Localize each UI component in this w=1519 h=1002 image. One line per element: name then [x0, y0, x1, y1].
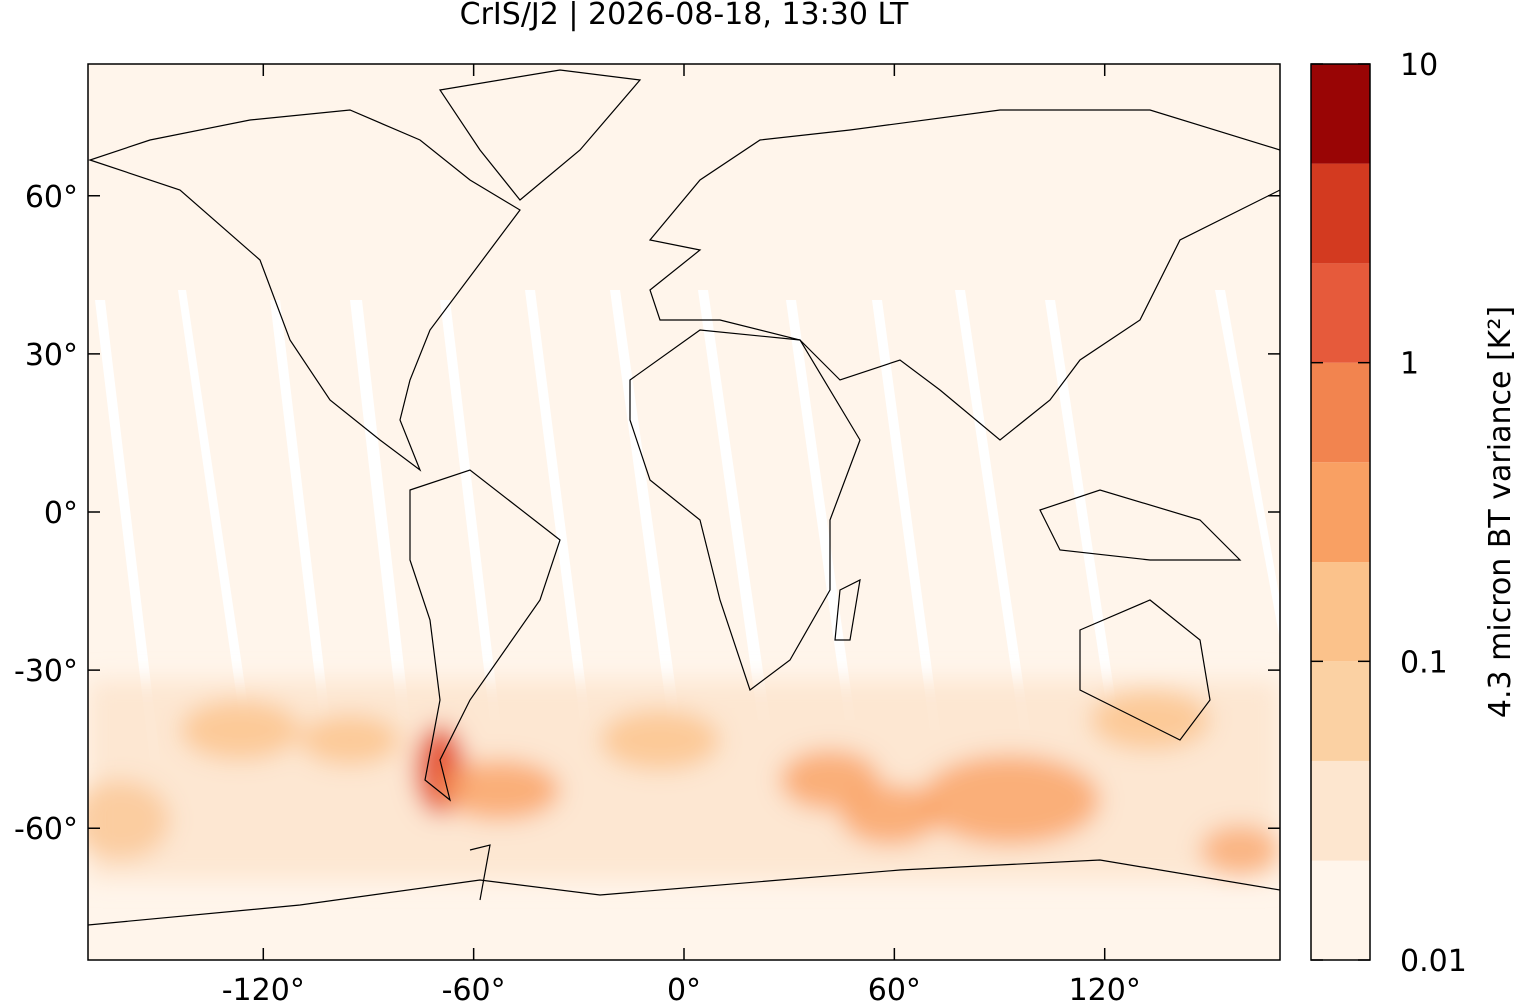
- colorbar-tick-label: 0.01: [1400, 944, 1467, 979]
- x-tick-label: 120°: [1069, 973, 1141, 1002]
- x-tick-label: 60°: [868, 973, 921, 1002]
- colorbar-band: [1311, 263, 1370, 363]
- colorbar-band: [1311, 562, 1370, 662]
- x-tick-label: -60°: [442, 973, 506, 1002]
- y-tick-label: 30°: [25, 338, 78, 373]
- map-field: [88, 64, 1280, 960]
- coastlines: [88, 69, 1280, 926]
- colorbar-band: [1311, 462, 1370, 563]
- colorbar-band: [1311, 163, 1370, 264]
- colorbar: [1311, 64, 1370, 960]
- colorbar-band: [1311, 661, 1370, 761]
- colorbar-band: [1311, 64, 1370, 164]
- colorbar-tick-label: 10: [1400, 48, 1438, 83]
- orbit-gaps: [95, 290, 1280, 760]
- colorbar-tick-label: 0.1: [1400, 645, 1448, 680]
- colorbar-frame: [1310, 63, 1371, 961]
- y-tick-label: 60°: [25, 180, 78, 215]
- colorbar-tick-label: 1: [1400, 347, 1419, 382]
- title: CrIS/J2 | 2026-08-18, 13:30 LT: [460, 0, 909, 32]
- y-tick-label: -30°: [14, 654, 78, 689]
- variance-blobs: [88, 680, 1280, 880]
- x-tick-label: -120°: [222, 973, 305, 1002]
- colorbar-band: [1311, 760, 1370, 861]
- colorbar-band: [1311, 362, 1370, 463]
- y-tick-label: 0°: [44, 496, 78, 531]
- colorbar-band: [1311, 860, 1370, 960]
- x-tick-label: 0°: [667, 973, 701, 1002]
- y-tick-label: -60°: [14, 812, 78, 847]
- colorbar-label: 4.3 micron BT variance [K²]: [1483, 306, 1518, 718]
